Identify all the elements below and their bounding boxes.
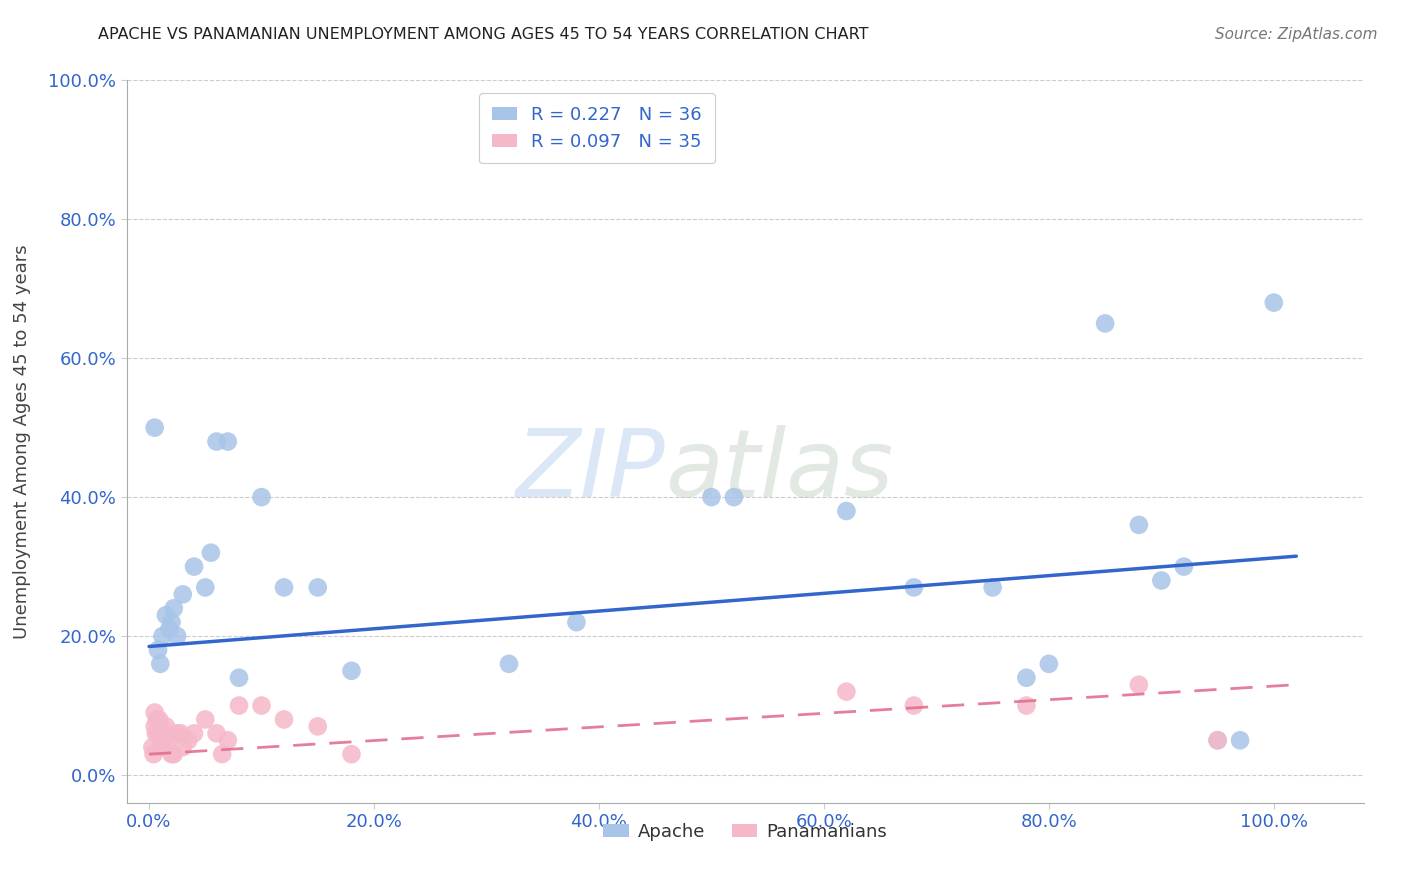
Point (1128, 678, 1150, 692)
Point (1128, 517, 1150, 532)
Point (228, 671, 250, 685)
Point (172, 587, 194, 601)
Point (273, 713, 295, 727)
Point (155, 608, 177, 623)
Point (1263, 295, 1285, 310)
Point (194, 713, 217, 727)
Y-axis label: Unemployment Among Ages 45 to 54 years: Unemployment Among Ages 45 to 54 years (14, 244, 31, 639)
Point (498, 657, 520, 671)
Point (146, 726, 169, 740)
Point (163, 747, 186, 761)
Point (143, 706, 166, 720)
Point (157, 733, 180, 747)
Point (273, 581, 295, 595)
Point (340, 664, 363, 678)
Point (152, 733, 174, 747)
Point (166, 726, 188, 740)
Point (250, 698, 273, 713)
Point (169, 726, 191, 740)
Point (340, 747, 363, 761)
Point (194, 581, 217, 595)
Point (143, 719, 166, 733)
Point (565, 615, 588, 630)
Point (1206, 733, 1229, 747)
Point (307, 719, 329, 733)
Legend: Apache, Panamanians: Apache, Panamanians (596, 815, 894, 848)
Point (177, 733, 200, 747)
Text: Source: ZipAtlas.com: Source: ZipAtlas.com (1215, 27, 1378, 42)
Point (149, 719, 172, 733)
Point (142, 747, 165, 761)
Point (160, 615, 183, 630)
Point (903, 581, 925, 595)
Point (217, 733, 239, 747)
Point (141, 740, 163, 755)
Point (152, 629, 174, 643)
Point (1094, 317, 1116, 331)
Point (183, 726, 205, 740)
Point (145, 726, 167, 740)
Point (1038, 657, 1060, 671)
Point (903, 698, 925, 713)
Point (143, 420, 166, 434)
Point (1015, 671, 1038, 685)
Point (160, 747, 183, 761)
Point (146, 643, 169, 657)
Point (200, 546, 222, 560)
Point (163, 601, 186, 615)
Point (166, 629, 188, 643)
Point (155, 719, 177, 733)
Point (835, 504, 858, 518)
Point (307, 581, 329, 595)
Point (1150, 574, 1173, 588)
Point (183, 559, 205, 574)
Point (152, 733, 174, 747)
Point (1173, 559, 1195, 574)
Point (205, 726, 228, 740)
Point (157, 622, 180, 636)
Point (150, 740, 173, 755)
Point (1015, 698, 1038, 713)
Point (149, 657, 172, 671)
Text: ZIP: ZIP (515, 425, 665, 516)
Point (211, 747, 233, 761)
Text: APACHE VS PANAMANIAN UNEMPLOYMENT AMONG AGES 45 TO 54 YEARS CORRELATION CHART: APACHE VS PANAMANIAN UNEMPLOYMENT AMONG … (98, 27, 869, 42)
Point (1206, 733, 1229, 747)
Point (146, 713, 169, 727)
Point (172, 740, 194, 755)
Point (723, 490, 745, 504)
Point (981, 581, 1004, 595)
Point (148, 713, 170, 727)
Point (217, 434, 239, 449)
Point (205, 434, 228, 449)
Point (1229, 733, 1251, 747)
Text: atlas: atlas (665, 425, 893, 516)
Point (835, 684, 858, 698)
Point (250, 490, 273, 504)
Point (700, 490, 723, 504)
Point (228, 698, 250, 713)
